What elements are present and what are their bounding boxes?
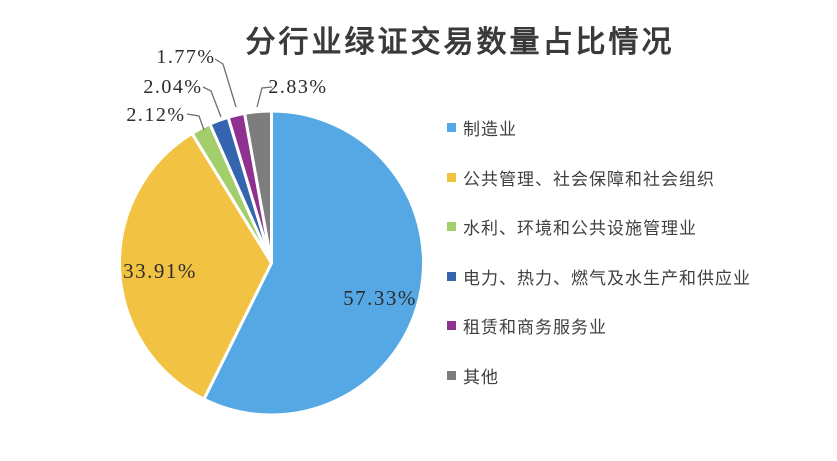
chart-title: 分行业绿证交易数量占比情况 (245, 26, 675, 59)
legend-item-0: 制造业 (447, 115, 517, 140)
legend-marker-5 (447, 370, 456, 380)
pct-label-5: 2.83% (268, 76, 327, 98)
pct-label-2: 2.12% (126, 104, 185, 126)
leader-line-3 (202, 86, 222, 118)
legend-marker-3 (447, 271, 456, 281)
leader-line-4 (214, 58, 237, 108)
legend-item-2: 水利、环境和公共设施管理业 (447, 214, 697, 239)
pie-slice-5 (243, 109, 273, 265)
legend-label-1: 公共管理、社会保障和社会组织 (463, 169, 715, 189)
legend-marker-4 (447, 321, 456, 330)
legend-label-0: 制造业 (463, 120, 517, 139)
leader-line-2 (186, 113, 205, 131)
legend-item-4: 租赁和商务服务业 (447, 313, 607, 338)
legend-marker-0 (447, 123, 456, 132)
pct-label-3: 2.04% (143, 76, 202, 98)
pie-slice-1 (118, 131, 273, 401)
legend-label-4: 租赁和商务服务业 (463, 318, 607, 337)
legend-label-2: 水利、环境和公共设施管理业 (463, 219, 697, 238)
leader-line-5 (256, 86, 273, 108)
pct-label-4: 1.77% (156, 46, 215, 68)
legend-label-5: 其他 (463, 367, 499, 387)
pie-slice-0 (202, 109, 425, 417)
legend-item-1: 公共管理、社会保障和社会组织 (447, 165, 715, 190)
legend: 制造业公共管理、社会保障和社会组织 水利、环境和公共设施管理业电力、热力、燃气及水… (447, 0, 832, 461)
pct-label-0: 57.33% (343, 286, 417, 310)
legend-item-5: 其他 (447, 363, 499, 388)
legend-marker-1 (447, 172, 456, 182)
legend-marker-2 (447, 222, 456, 231)
legend-item-3: 电力、热力、燃气及水生产和供应业 (447, 264, 751, 289)
legend-label-3: 电力、热力、燃气及水生产和供应业 (463, 268, 751, 288)
pct-label-1: 33.91% (123, 259, 197, 283)
